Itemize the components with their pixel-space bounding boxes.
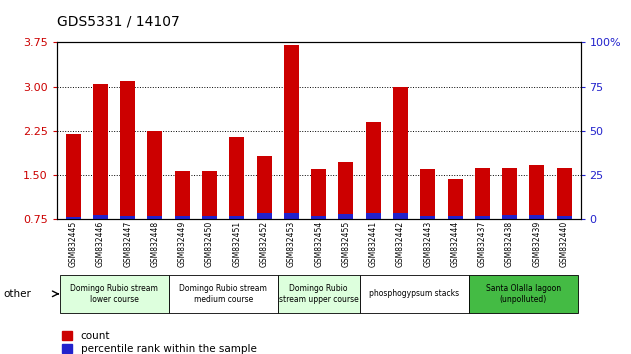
Bar: [229, 216, 244, 219]
FancyBboxPatch shape: [469, 275, 578, 313]
Bar: [338, 162, 353, 219]
Text: GSM832440: GSM832440: [560, 221, 569, 267]
Legend: count, percentile rank within the sample: count, percentile rank within the sample: [62, 331, 257, 354]
Bar: [475, 168, 490, 219]
Text: GSM832443: GSM832443: [423, 221, 432, 267]
Text: Domingo Rubio
stream upper course: Domingo Rubio stream upper course: [279, 284, 358, 303]
Bar: [529, 216, 545, 219]
Bar: [557, 216, 572, 219]
Text: GSM832450: GSM832450: [205, 221, 214, 267]
Text: GSM832447: GSM832447: [123, 221, 133, 267]
Bar: [66, 217, 81, 219]
Text: GSM832438: GSM832438: [505, 221, 514, 267]
Text: GSM832441: GSM832441: [369, 221, 378, 267]
Bar: [93, 215, 108, 219]
Bar: [284, 45, 299, 219]
Bar: [93, 84, 108, 219]
Text: GSM832451: GSM832451: [232, 221, 241, 267]
FancyBboxPatch shape: [59, 275, 168, 313]
Bar: [148, 131, 163, 219]
Bar: [529, 165, 545, 219]
Bar: [447, 216, 463, 219]
Text: GSM832445: GSM832445: [69, 221, 78, 267]
Bar: [66, 134, 81, 219]
Text: GSM832453: GSM832453: [287, 221, 296, 267]
Text: phosphogypsum stacks: phosphogypsum stacks: [369, 289, 459, 298]
Bar: [121, 216, 135, 219]
Text: Domingo Rubio stream
medium course: Domingo Rubio stream medium course: [179, 284, 267, 303]
Bar: [175, 216, 190, 219]
Text: GSM832439: GSM832439: [533, 221, 541, 267]
Text: GSM832449: GSM832449: [178, 221, 187, 267]
Bar: [447, 179, 463, 219]
Text: GSM832446: GSM832446: [96, 221, 105, 267]
FancyBboxPatch shape: [168, 275, 278, 313]
Bar: [502, 215, 517, 219]
Bar: [311, 169, 326, 219]
Bar: [366, 122, 380, 219]
Bar: [121, 81, 135, 219]
Bar: [175, 171, 190, 219]
FancyBboxPatch shape: [360, 275, 469, 313]
Text: GSM832454: GSM832454: [314, 221, 323, 267]
Text: GDS5331 / 14107: GDS5331 / 14107: [57, 14, 180, 28]
Text: GSM832452: GSM832452: [259, 221, 269, 267]
Bar: [502, 168, 517, 219]
Text: GSM832442: GSM832442: [396, 221, 405, 267]
Text: GSM832455: GSM832455: [341, 221, 350, 267]
Bar: [148, 217, 163, 219]
Bar: [420, 216, 435, 219]
Bar: [284, 213, 299, 219]
Text: GSM832448: GSM832448: [150, 221, 160, 267]
FancyBboxPatch shape: [278, 275, 360, 313]
Bar: [475, 216, 490, 219]
Bar: [338, 214, 353, 219]
Bar: [257, 156, 271, 219]
Text: Domingo Rubio stream
lower course: Domingo Rubio stream lower course: [70, 284, 158, 303]
Text: GSM832437: GSM832437: [478, 221, 487, 267]
Bar: [393, 87, 408, 219]
Text: GSM832444: GSM832444: [451, 221, 459, 267]
Bar: [202, 216, 217, 219]
Bar: [229, 137, 244, 219]
Bar: [557, 168, 572, 219]
Bar: [393, 213, 408, 219]
Bar: [202, 171, 217, 219]
Bar: [257, 213, 271, 219]
Bar: [420, 169, 435, 219]
Text: Santa Olalla lagoon
(unpolluted): Santa Olalla lagoon (unpolluted): [486, 284, 561, 303]
Bar: [366, 213, 380, 219]
Bar: [311, 216, 326, 219]
Text: other: other: [3, 289, 31, 299]
